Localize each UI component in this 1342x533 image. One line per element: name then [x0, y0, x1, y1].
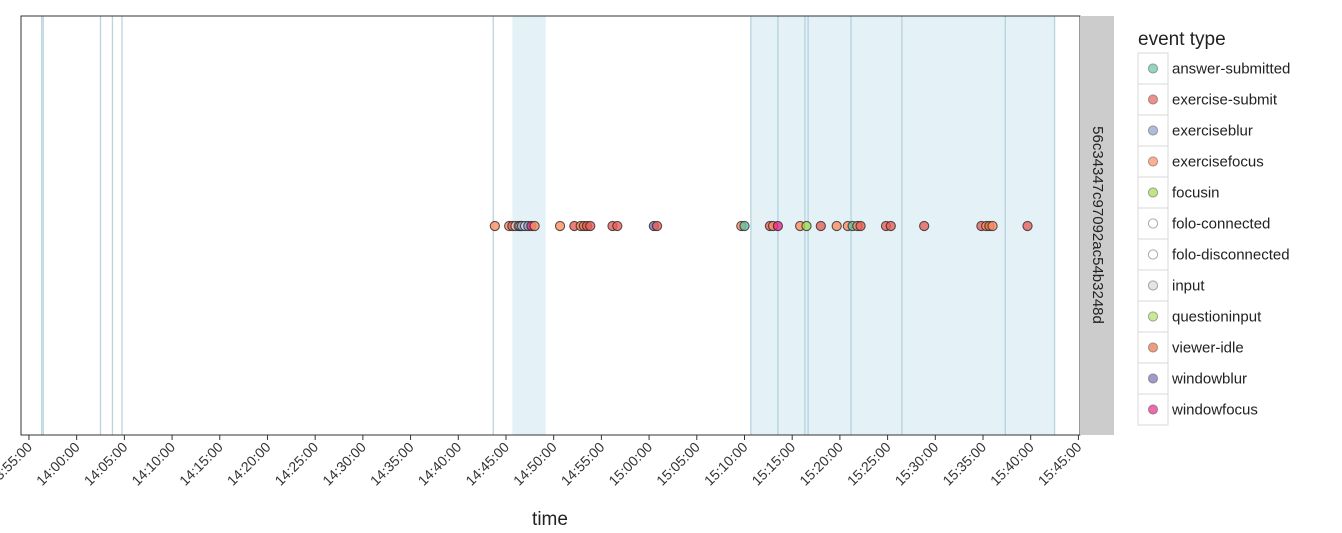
facet-label: 56c34347c97092ac54b3248d [1089, 126, 1106, 324]
event-points [489, 220, 1033, 232]
event-point [919, 220, 930, 232]
event-point [651, 220, 663, 232]
legend-key-point [1147, 94, 1159, 105]
event-point [772, 220, 784, 232]
event-point [612, 220, 623, 232]
legend-label: input [1172, 278, 1205, 295]
legend-key-box [1137, 52, 1169, 85]
legend-label: folo-connected [1172, 216, 1270, 233]
panel-background [21, 16, 1080, 435]
event-point [1022, 220, 1033, 232]
legend-label: exerciseblur [1172, 123, 1253, 140]
legend-label: answer-submitted [1172, 61, 1290, 78]
legend-key-point [1147, 311, 1159, 322]
facet-strip-background [1080, 16, 1114, 435]
legend-key-point [1147, 342, 1159, 353]
legend-label: exercisefocus [1172, 154, 1264, 171]
legend-key-point [1147, 249, 1159, 260]
x-axis-title: time [532, 509, 568, 530]
legend-label: focusin [1172, 185, 1220, 202]
legend-label: windowfocus [1171, 402, 1258, 419]
legend-key-point [1147, 63, 1159, 74]
event-point [801, 220, 812, 232]
legend-label: questioninput [1172, 309, 1262, 326]
legend-key-point [1147, 373, 1159, 384]
event-point [489, 220, 500, 232]
legend-key-point [1147, 125, 1159, 136]
legend-label: viewer-idle [1172, 340, 1244, 357]
event-point [885, 220, 896, 232]
legend-title: event type [1138, 29, 1226, 50]
legend: event type answer-submitted exercise-subm… [1137, 29, 1290, 426]
event-point [855, 220, 866, 232]
event-point [585, 220, 596, 232]
legend-key-point [1147, 218, 1159, 229]
legend-key-point [1147, 156, 1159, 167]
legend-key-point [1147, 404, 1159, 415]
legend-key-point [1147, 187, 1159, 198]
facet-strip: 56c34347c97092ac54b3248d [1080, 16, 1114, 435]
plot-panel [21, 16, 1080, 435]
legend-key-point [1147, 280, 1159, 291]
event-point [739, 220, 750, 232]
legend-label: windowblur [1171, 371, 1247, 388]
legend-label: exercise-submit [1172, 92, 1278, 109]
legend-label: folo-disconnected [1172, 247, 1290, 264]
event-point [529, 220, 540, 232]
event-point [554, 220, 566, 232]
legend-key-box [1137, 207, 1169, 240]
event-point [987, 220, 998, 232]
event-point [815, 220, 826, 232]
event-point [831, 220, 842, 232]
